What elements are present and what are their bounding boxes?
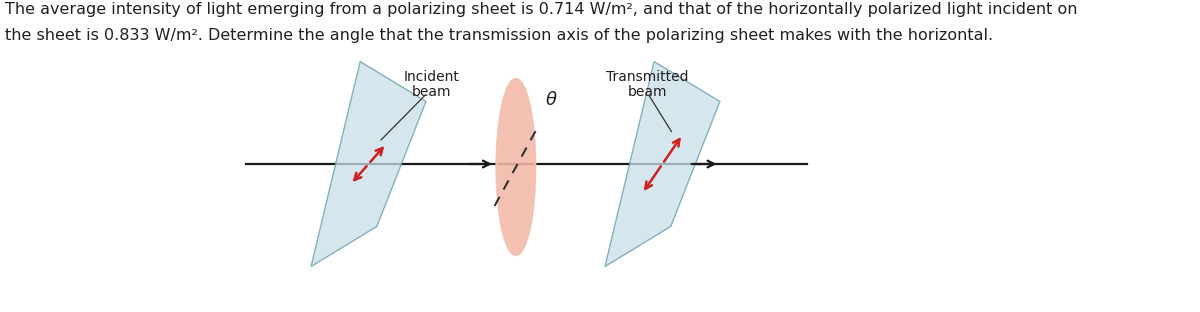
- Text: θ: θ: [546, 91, 557, 109]
- Text: beam: beam: [412, 85, 451, 99]
- Text: beam: beam: [628, 85, 667, 99]
- Text: Incident: Incident: [403, 70, 460, 84]
- Text: the sheet is 0.833 W/m². Determine the angle that the transmission axis of the p: the sheet is 0.833 W/m². Determine the a…: [5, 28, 994, 43]
- Text: Transmitted: Transmitted: [606, 70, 689, 84]
- Text: The average intensity of light emerging from a polarizing sheet is 0.714 W/m², a: The average intensity of light emerging …: [5, 2, 1078, 17]
- Ellipse shape: [497, 79, 535, 255]
- Polygon shape: [311, 61, 426, 266]
- Polygon shape: [605, 61, 720, 266]
